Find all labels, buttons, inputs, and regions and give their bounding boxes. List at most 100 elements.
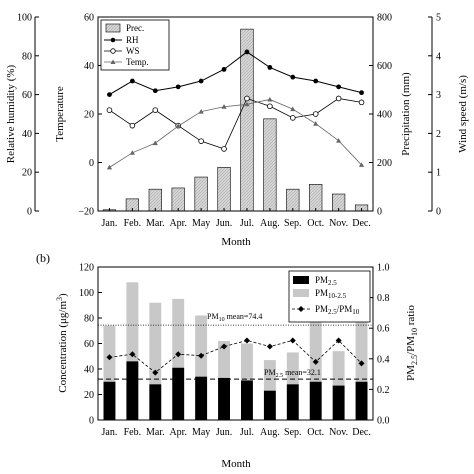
temp-point-3	[175, 123, 181, 129]
ratio-point-5	[221, 343, 228, 350]
ws-tick-label-3: 3	[436, 90, 441, 101]
ratio-tick-label-1: 0.2	[377, 385, 390, 396]
a-x-tick-label-9: Oct.	[307, 218, 324, 229]
precip-bar-7	[263, 118, 277, 212]
b-x-tick-label-7: Aug.	[260, 427, 280, 438]
x-axis-title-a: Month	[221, 236, 251, 248]
conc-tick-label-5: 100	[79, 288, 94, 299]
pm25-bar-5	[218, 377, 230, 420]
axis-title-ws: Wind speed (m/s)	[457, 75, 469, 153]
ws-tick-label-4: 4	[436, 51, 441, 62]
rh-line	[109, 51, 362, 96]
pm10-25-bar-9	[309, 318, 322, 382]
pm25-bar-9	[309, 381, 322, 420]
pm25-bar-4	[195, 376, 208, 420]
temp-tick-label-2: 20	[84, 110, 94, 121]
b-x-tick-label-4: May	[192, 427, 210, 438]
ratio-point-8	[289, 337, 296, 344]
legend-label-ws: WS	[126, 46, 140, 56]
legend-swatch-pm25	[293, 276, 309, 284]
precip-tick-label-0: 0	[377, 207, 382, 218]
a-x-tick-label-1: Feb.	[124, 218, 142, 229]
temp-point-4	[198, 108, 204, 114]
b-x-tick-label-9: Oct.	[307, 427, 324, 438]
ref-label-pm10-mean: PM10 mean=74.4	[207, 312, 262, 323]
temp-point-9	[313, 121, 319, 126]
ws-point-6	[244, 95, 250, 102]
legend-marker-temp	[110, 59, 116, 64]
axis-title-ratio: PM2.5/PM10 ratio	[405, 305, 419, 381]
pm25-bar-3	[172, 367, 185, 420]
pm25-bar-10	[332, 385, 345, 420]
ws-point-4	[198, 138, 204, 144]
conc-tick-label-6: 120	[79, 263, 94, 274]
rh-point-10	[336, 84, 342, 90]
pm10-25-bar-6	[241, 343, 253, 381]
pm25-bar-1	[126, 361, 139, 420]
pm10-25-bar-8	[286, 352, 299, 385]
b-x-tick-label-11: Dec.	[352, 427, 371, 438]
axis-title-rh: Relative humidity (%)	[5, 64, 17, 163]
ratio-point-6	[243, 337, 250, 344]
legend-a: Prec. RH WS Temp.	[100, 19, 170, 71]
pm25-bar-7	[263, 390, 276, 420]
pm10-25-bar-5	[218, 340, 230, 378]
ratio-tick-label-0: 0.0	[377, 416, 390, 427]
ratio-point-2	[152, 369, 159, 376]
precip-bar-2	[148, 188, 162, 212]
b-x-tick-label-2: Mar.	[146, 427, 165, 438]
pm10-25-bar-1	[126, 282, 139, 362]
precip-tick-label-1: 200	[377, 158, 392, 169]
pm10-25-bar-11	[355, 318, 368, 382]
ws-tick-label-2: 2	[436, 129, 441, 140]
pm10-25-bar-0	[103, 325, 116, 382]
ratio-point-11	[358, 360, 365, 367]
legend-b: PM2.5 PM10-2.5 PM2.5/PM10	[288, 270, 371, 323]
a-x-tick-label-8: Sep.	[284, 218, 302, 229]
ws-point-11	[358, 99, 365, 106]
pm10-25-bar-10	[332, 351, 345, 386]
temp-point-5	[221, 104, 227, 109]
precip-tick-label-2: 400	[377, 110, 392, 121]
legend-marker-ratio	[298, 306, 304, 312]
pm25-bar-11	[355, 381, 368, 420]
ws-point-9	[312, 111, 319, 117]
precip-tick-label-4: 800	[377, 13, 392, 24]
rh-tick-label-5: 100	[17, 13, 32, 24]
legend-swatch-prec	[105, 23, 121, 33]
ws-tick-label-1: 1	[436, 168, 441, 179]
temp-line	[109, 99, 362, 168]
ratio-point-0	[106, 354, 113, 361]
conc-tick-label-2: 40	[84, 365, 94, 376]
precip-tick-label-3: 600	[377, 61, 392, 72]
temp-point-8	[290, 106, 296, 112]
b-x-tick-label-0: Jan.	[102, 427, 118, 438]
b-x-tick-label-6: Jul.	[240, 427, 254, 438]
pm25-bar-2	[149, 384, 162, 420]
rh-point-3	[175, 84, 181, 90]
conc-tick-label-3: 60	[84, 339, 94, 350]
rh-point-1	[129, 78, 135, 84]
legend-label-temp: Temp.	[126, 57, 149, 67]
temp-point-11	[358, 162, 365, 167]
conc-tick-label-1: 20	[84, 390, 94, 401]
precip-bar-3	[171, 187, 185, 212]
a-x-tick-label-11: Dec.	[352, 218, 371, 229]
b-x-tick-label-10: Nov.	[329, 427, 348, 438]
rh-tick-label-4: 80	[22, 51, 32, 62]
pm10-25-bar-3	[172, 298, 185, 368]
temp-point-6	[244, 101, 250, 107]
ratio-line	[109, 339, 362, 374]
temp-tick-label-3: 40	[84, 61, 94, 72]
chart-panel-b: (b) 0 20 40 60 80 100 120 0.0 0.2 0.4 0.6 0.8 1.0 Jan…	[36, 251, 419, 470]
ratio-point-1	[129, 351, 136, 358]
conc-tick-label-0: 0	[89, 416, 94, 427]
rh-tick-label-0: 0	[27, 207, 32, 218]
axis-title-concentration: Concentration (μg/m3)	[55, 293, 69, 393]
ws-tick-label-5: 5	[436, 13, 441, 24]
ratio-point-4	[198, 352, 205, 359]
a-x-tick-label-3: Apr.	[169, 218, 187, 229]
ratio-tick-label-4: 0.8	[377, 293, 390, 304]
ws-line	[109, 97, 362, 150]
